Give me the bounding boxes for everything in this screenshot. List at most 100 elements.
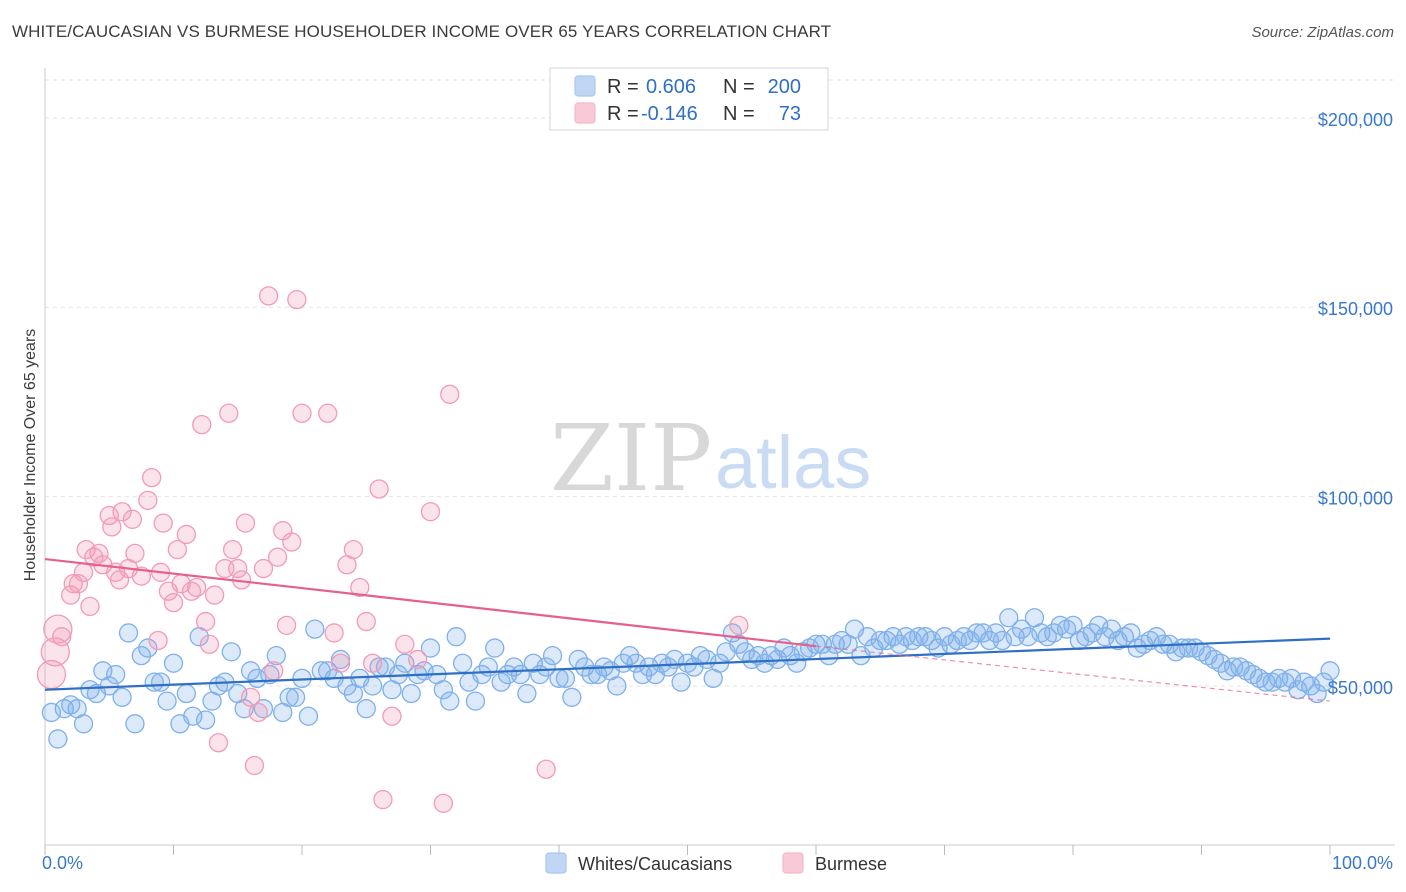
- data-point-whites: [195, 710, 216, 730]
- data-point-whites: [485, 638, 505, 658]
- series-burmese-points: [36, 286, 749, 813]
- data-point-whites: [1307, 683, 1327, 704]
- data-point-burmese: [343, 539, 364, 560]
- axes: [44, 68, 1395, 855]
- data-point-burmese: [395, 634, 415, 654]
- data-point-whites: [1313, 672, 1334, 692]
- data-point-burmese: [440, 384, 460, 404]
- legend-n-label: N =: [723, 76, 755, 98]
- data-point-whites: [671, 672, 691, 692]
- data-point-whites: [221, 642, 241, 662]
- data-point-whites: [125, 714, 145, 734]
- bottom-legend-swatch-burmese: [782, 852, 804, 874]
- data-point-burmese: [112, 502, 132, 522]
- legend-r-value: 0.606: [646, 76, 696, 98]
- bottom-legend-label-whites: Whites/Caucasians: [578, 854, 732, 874]
- series-whites-points: [41, 608, 1340, 749]
- data-point-burmese: [186, 577, 207, 598]
- data-point-whites: [298, 706, 319, 726]
- legend-r-label: R =: [607, 103, 639, 125]
- data-point-burmese: [240, 687, 261, 707]
- data-point-burmese: [167, 539, 188, 560]
- data-point-burmese: [153, 513, 173, 533]
- x-tick-labels: 0.0% 100.0%: [42, 853, 1393, 873]
- data-point-burmese: [356, 611, 376, 632]
- data-point-whites: [465, 691, 486, 711]
- data-point-burmese: [102, 517, 122, 537]
- legend-n-value: 200: [768, 76, 801, 98]
- data-point-burmese: [373, 789, 393, 810]
- data-point-whites: [607, 676, 627, 696]
- data-point-burmese: [52, 627, 72, 647]
- data-point-whites: [150, 672, 171, 692]
- data-point-whites: [999, 608, 1019, 628]
- data-point-burmese: [292, 403, 312, 423]
- data-point-burmese: [248, 702, 268, 723]
- watermark-atlas: atlas: [715, 421, 871, 504]
- data-point-burmese: [363, 653, 383, 673]
- data-point-burmese: [125, 543, 145, 564]
- data-point-whites: [163, 653, 184, 673]
- y-tick-label: $150,000: [1318, 299, 1393, 319]
- data-point-whites: [440, 691, 460, 711]
- data-point-whites: [253, 699, 274, 719]
- data-point-burmese: [181, 581, 202, 601]
- data-point-whites: [266, 645, 286, 666]
- legend-swatch-burmese: [574, 102, 596, 124]
- data-point-burmese: [89, 543, 109, 564]
- legend-swatch-whites: [574, 75, 596, 97]
- data-point-burmese: [61, 585, 81, 605]
- data-point-whites: [1011, 619, 1032, 639]
- data-point-whites: [240, 661, 261, 681]
- data-point-whites: [112, 687, 132, 707]
- x-tick-label: 0.0%: [42, 853, 83, 873]
- data-point-whites: [729, 634, 749, 654]
- data-point-burmese: [176, 524, 197, 545]
- data-point-whites: [234, 699, 254, 719]
- data-point-burmese: [222, 539, 243, 560]
- bottom-legend-label-burmese: Burmese: [815, 854, 887, 874]
- data-point-burmese: [318, 403, 338, 423]
- data-point-burmese: [235, 513, 256, 533]
- data-point-burmese: [330, 653, 351, 673]
- data-point-whites: [305, 619, 325, 639]
- legend-r-label: R =: [607, 76, 639, 98]
- data-point-whites: [446, 627, 466, 647]
- data-point-whites: [819, 645, 839, 666]
- gridlines: [45, 79, 1395, 687]
- data-point-whites: [401, 683, 421, 704]
- data-point-burmese: [68, 574, 89, 594]
- legend: R = 0.606 N = 200 R = -0.146 N = 73: [549, 67, 829, 131]
- data-point-burmese: [282, 532, 302, 552]
- y-axis-label: Householder Income Over 65 years: [22, 329, 39, 582]
- data-point-whites: [138, 638, 158, 658]
- data-point-whites: [620, 645, 640, 666]
- data-point-whites: [118, 623, 139, 643]
- data-point-whites: [433, 680, 454, 700]
- data-point-burmese: [433, 793, 454, 813]
- data-point-whites: [356, 699, 376, 719]
- data-point-burmese: [80, 596, 100, 617]
- legend-n-label: N =: [723, 103, 755, 125]
- data-point-burmese: [163, 592, 184, 613]
- trend-line-whites: [44, 637, 1331, 691]
- data-point-burmese: [131, 566, 152, 586]
- legend-n-value: 73: [779, 103, 801, 125]
- y-tick-labels: $50,000 $100,000 $150,000 $200,000: [1318, 110, 1393, 698]
- data-point-burmese: [148, 630, 168, 651]
- trend-lines: [44, 557, 1331, 702]
- data-point-burmese: [73, 562, 94, 582]
- data-point-burmese: [382, 706, 402, 726]
- data-point-burmese: [420, 502, 441, 522]
- watermark-zip: ZIP: [550, 405, 712, 512]
- data-point-burmese: [729, 615, 749, 635]
- data-point-burmese: [536, 759, 556, 779]
- data-point-whites: [536, 657, 556, 677]
- chart-title: WHITE/CAUCASIAN VS BURMESE HOUSEHOLDER I…: [12, 22, 832, 41]
- data-point-burmese: [122, 509, 143, 529]
- data-point-burmese: [264, 661, 284, 681]
- data-point-whites: [1320, 661, 1340, 681]
- data-point-whites: [472, 664, 492, 685]
- data-point-burmese: [192, 414, 212, 435]
- data-point-whites: [363, 676, 383, 696]
